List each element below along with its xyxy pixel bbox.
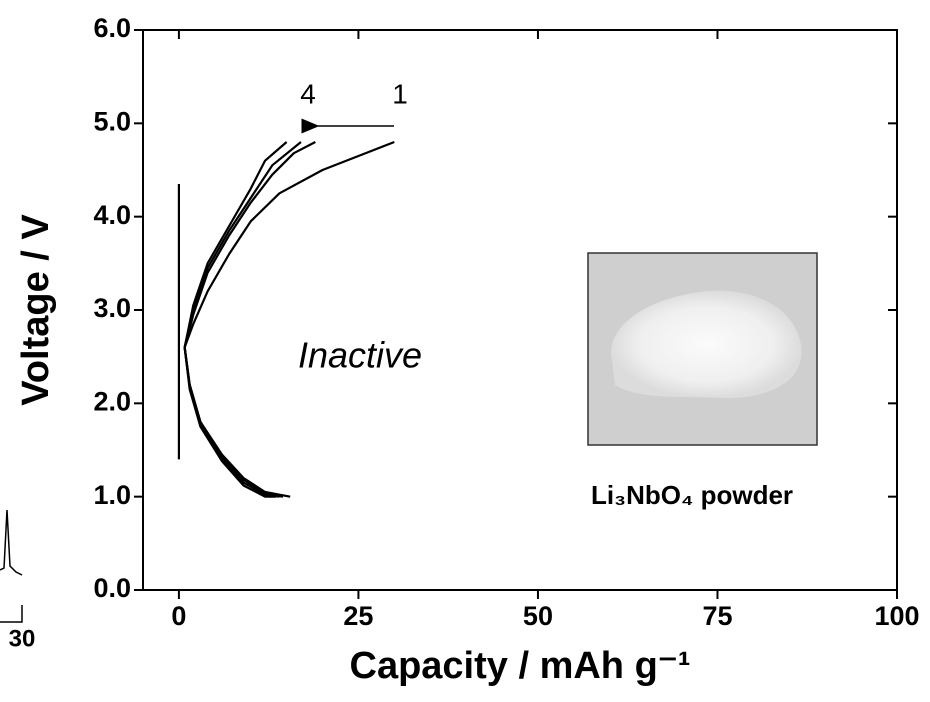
y-tick-label: 4.0: [93, 200, 131, 230]
x-tick-label: 50: [523, 601, 553, 631]
data-line: [185, 142, 395, 347]
chart: Capacity / mAh g⁻¹ Voltage / V Li₃NbO₄ p…: [0, 0, 930, 697]
y-tick-label: 3.0: [93, 293, 131, 323]
cycle-label: 1: [392, 78, 408, 109]
x-tick-label: 75: [702, 601, 732, 631]
data-line: [185, 347, 276, 496]
cropped-fragment: [0, 605, 22, 622]
x-axis-label: Capacity / mAh g⁻¹: [350, 645, 691, 687]
y-axis-label: Voltage / V: [15, 214, 57, 406]
x-tick-label: 25: [343, 601, 373, 631]
cropped-label: 30: [9, 625, 36, 652]
state-label: Inactive: [298, 335, 422, 376]
x-tick-label: 100: [874, 601, 919, 631]
inset-photo: [588, 253, 817, 445]
y-tick-label: 0.0: [93, 573, 131, 603]
x-tick-label: 0: [171, 601, 186, 631]
data-line: [185, 142, 316, 347]
data-line: [185, 142, 301, 347]
cycle-label: 4: [300, 78, 316, 109]
y-tick-label: 6.0: [93, 13, 131, 43]
y-tick-label: 1.0: [93, 480, 131, 510]
y-tick-label: 2.0: [93, 386, 131, 416]
inset-caption: Li₃NbO₄ powder: [591, 480, 793, 510]
y-tick-label: 5.0: [93, 106, 131, 136]
cropped-fragment: [0, 510, 22, 575]
